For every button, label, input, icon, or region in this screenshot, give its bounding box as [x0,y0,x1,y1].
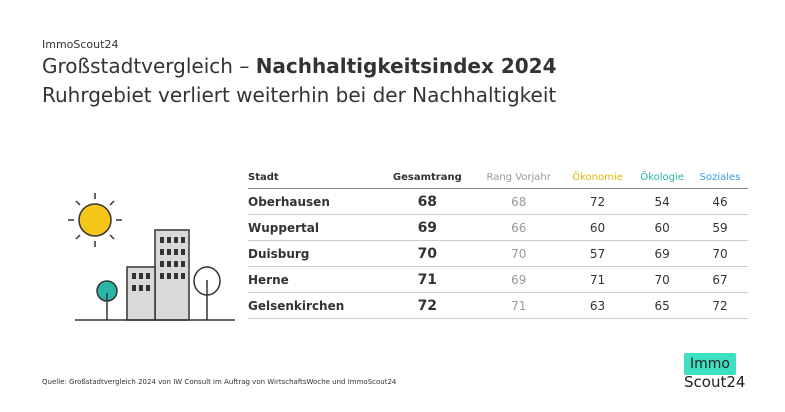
subtitle: Ruhrgebiet verliert weiterhin bei der Na… [42,83,557,107]
table-cell: 68 [474,188,563,215]
column-header: Rang Vorjahr [474,166,563,189]
table-cell: 66 [474,214,563,241]
table-cell: 72 [562,188,633,215]
table-cell: 67 [692,266,748,293]
table-cell: 46 [692,188,748,215]
table-cell: 63 [562,292,633,319]
table-cell: 69 [632,240,693,267]
ranking-table: Stadt Gesamtrang Rang Vorjahr Ökonomie Ökolo… [248,166,748,319]
table-cell: Gelsenkirchen [248,292,381,319]
title-emphasis: Nachhaltigkeitsindex 2024 [255,54,557,78]
table-row: Gelsenkirchen 72 71 63 65 72 [248,292,748,319]
table-cell: Duisburg [248,240,381,267]
column-header: Gesamtrang [380,166,475,189]
table-cell: Oberhausen [248,188,381,215]
table-row: Oberhausen 68 68 72 54 46 [248,188,748,215]
table-cell: 60 [632,214,693,241]
table-body: Oberhausen 68 68 72 54 46 Wuppertal 69 66 60 60 59 D… [248,188,748,319]
table-cell: 59 [692,214,748,241]
table-cell: 71 [474,292,563,319]
column-header: Stadt [248,166,381,189]
source: Quelle: Großstadtvergleich 2024 von IW C… [42,378,397,386]
brand: ImmoScout24 [42,38,119,51]
table-cell: Wuppertal [248,214,381,241]
table-cell: 57 [562,240,633,267]
table-row: Duisburg 70 70 57 69 70 [248,240,748,267]
table-row: Herne 71 69 71 70 67 [248,266,748,293]
table-cell: 72 [380,292,475,319]
table-cell: 60 [562,214,633,241]
table-cell: 70 [380,240,475,267]
table-cell: 70 [632,266,693,293]
column-header: Ökonomie [562,166,633,189]
table-cell: 71 [562,266,633,293]
table-cell: 72 [692,292,748,319]
table-cell: 68 [380,188,475,215]
column-header: Ökologie [632,166,693,189]
table-cell: 70 [474,240,563,267]
table-cell: 69 [380,214,475,241]
title-prefix: Großstadtvergleich – [42,54,250,78]
city-illustration [68,193,235,321]
title: Großstadtvergleich – Nachhaltigkeitsinde… [42,54,557,78]
table-cell: 69 [474,266,563,293]
table-cell: 65 [632,292,693,319]
logo-bottom: Scout24 [684,373,746,391]
table-cell: Herne [248,266,381,293]
column-header: Soziales [692,166,748,189]
logo-top: Immo [684,353,736,375]
header-row: Stadt Gesamtrang Rang Vorjahr Ökonomie Ökolo… [248,166,748,189]
table-cell: 71 [380,266,475,293]
table-row: Wuppertal 69 66 60 60 59 [248,214,748,241]
table-cell: 70 [692,240,748,267]
table-cell: 54 [632,188,693,215]
